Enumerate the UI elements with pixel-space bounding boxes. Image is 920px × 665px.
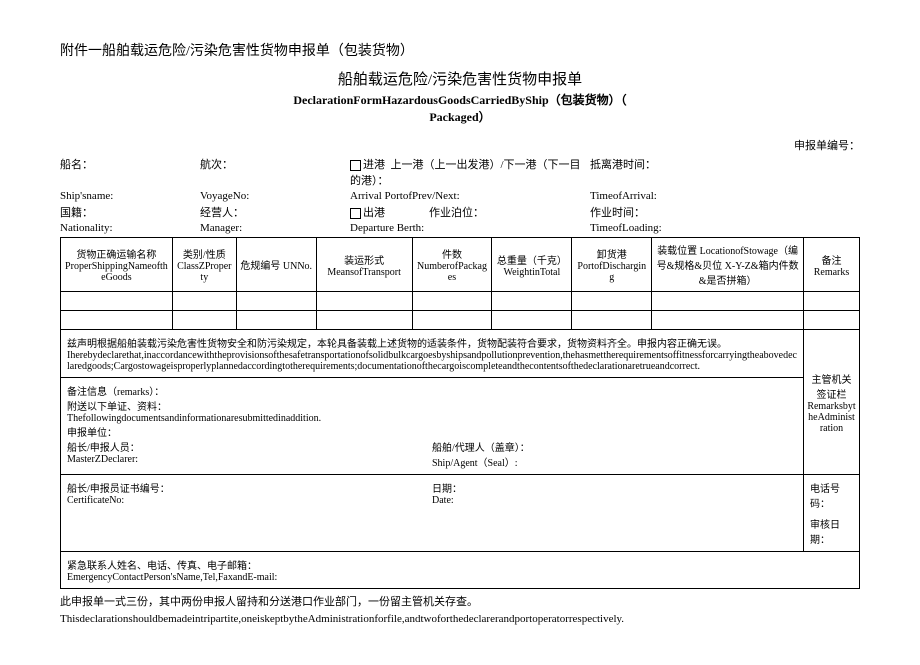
emergency-en: EmergencyContactPerson'sName,Tel,FaxandE… <box>67 572 853 583</box>
arrival-port-cn: 进港 上一港（上一出发港）/下一港（下一目的港）： <box>350 155 590 189</box>
checkbox-icon <box>350 208 361 219</box>
footer-en: Thisdeclarationshouldbemadeintripartite,… <box>60 613 860 625</box>
table-header-row: 货物正确运输名称 ProperShippingNameoftheGoods 类别… <box>61 238 860 292</box>
attach-cn: 附送以下单证、资料： <box>67 398 797 413</box>
table-row <box>61 311 860 330</box>
col-remarks: 备注 Remarks <box>804 238 860 292</box>
cert-en: CertificateNo: <box>67 495 432 506</box>
cert-date-cell: 船长/申报员证书编号： CertificateNo: 日期： Date: <box>61 475 804 552</box>
emergency-cn: 紧急联系人姓名、电话、传真、电子邮箱： <box>67 557 853 572</box>
phone-label: 电话号码： <box>810 480 853 510</box>
emergency-cell: 紧急联系人姓名、电话、传真、电子邮箱： EmergencyContactPers… <box>61 552 860 589</box>
remarks-row: 备注信息（remarks）： 附送以下单证、资料： Thefollowingdo… <box>61 378 860 475</box>
manager-en: Manager: <box>200 221 350 235</box>
info-grid: 船名： 航次： 进港 上一港（上一出发港）/下一港（下一目的港）： 抵离港时间：… <box>60 155 860 235</box>
cert-cn: 船长/申报员证书编号： <box>67 480 432 495</box>
col-class: 类别/性质 ClassZProperty <box>172 238 236 292</box>
page-title: 附件一船舶载运危险/污染危害性货物申报单（包装货物） <box>60 40 860 60</box>
declaration-number-label: 申报单编号： <box>794 137 860 153</box>
col-packages: 件数 NumberofPackages <box>412 238 492 292</box>
time-loading-cn: 作业时间： <box>590 203 740 221</box>
departure-berth-cn: 出港 作业泊位： <box>350 203 590 221</box>
departure-berth-en: Departure Berth: <box>350 221 590 235</box>
nationality-cn: 国籍： <box>60 203 200 221</box>
nationality-en: Nationality: <box>60 221 200 235</box>
emergency-row: 紧急联系人姓名、电话、传真、电子邮箱： EmergencyContactPers… <box>61 552 860 589</box>
remarks-cell: 备注信息（remarks）： 附送以下单证、资料： Thefollowingdo… <box>61 378 804 475</box>
voyage-en: VoyageNo: <box>200 189 350 203</box>
agent-en: Ship/Agent（Seal）: <box>432 454 797 469</box>
sub-title: DeclarationFormHazardousGoodsCarriedBySh… <box>60 91 860 108</box>
time-arrival-en: TimeofArrival: <box>590 189 740 203</box>
declarer-en: MasterZDeclarer: <box>67 454 432 465</box>
agent-cn: 船舶/代理人（盖章）： <box>432 439 797 454</box>
date-en: Date: <box>432 495 797 506</box>
unit-label: 申报单位： <box>67 424 797 439</box>
voyage-cn: 航次： <box>200 155 350 189</box>
remarks-info-label: 备注信息（remarks）： <box>67 383 797 398</box>
ship-name-cn: 船名： <box>60 155 200 189</box>
phone-review-cell: 电话号码： 审核日期： <box>804 475 860 552</box>
footer-cn: 此申报单一式三份，其中两份申报人留持和分送港口作业部门，一份留主管机关存查。 <box>60 593 860 609</box>
declarer-cn: 船长/申报人员： <box>67 439 432 454</box>
arrival-port-en: Arrival PortofPrev/Next: <box>350 189 590 203</box>
table-row <box>61 292 860 311</box>
manager-cn: 经营人： <box>200 203 350 221</box>
declaration-row: 兹声明根据船舶装载污染危害性货物安全和防污染规定，本轮具备装载上述货物的适装条件… <box>61 330 860 378</box>
declaration-cell: 兹声明根据船舶装载污染危害性货物安全和防污染规定，本轮具备装载上述货物的适装条件… <box>61 330 804 378</box>
col-transport: 装运形式 MeansofTransport <box>316 238 412 292</box>
col-discharge: 卸货港 PortofDischarging <box>572 238 652 292</box>
col-weight: 总重量（千克） WeightinTotal <box>492 238 572 292</box>
declaration-text-cn: 兹声明根据船舶装载污染危害性货物安全和防污染规定，本轮具备装载上述货物的适装条件… <box>67 335 797 350</box>
checkbox-icon <box>350 160 361 171</box>
time-arrival-cn: 抵离港时间： <box>590 155 740 189</box>
col-shipping-name: 货物正确运输名称 ProperShippingNameoftheGoods <box>61 238 173 292</box>
admin-remarks-cell: 主管机关签证栏 RemarksbytheAdministration <box>804 330 860 475</box>
goods-table: 货物正确运输名称 ProperShippingNameoftheGoods 类别… <box>60 237 860 589</box>
main-title: 船舶载运危险/污染危害性货物申报单 <box>60 68 860 89</box>
review-label: 审核日期： <box>810 516 853 546</box>
col-unno: 危规编号 UNNo. <box>236 238 316 292</box>
col-stowage: 装载位置 LocationofStowage（编号&规格&贝位 X-Y-Z&箱内… <box>652 238 804 292</box>
declaration-text-en: Iherebydeclarethat,inaccordancewiththepr… <box>67 350 797 372</box>
time-loading-en: TimeofLoading: <box>590 221 740 235</box>
attach-en: Thefollowingdocumentsandinformationaresu… <box>67 413 797 424</box>
ship-name-en: Ship'sname: <box>60 189 200 203</box>
date-cn: 日期： <box>432 480 797 495</box>
sub-title2: Packaged） <box>60 108 860 125</box>
